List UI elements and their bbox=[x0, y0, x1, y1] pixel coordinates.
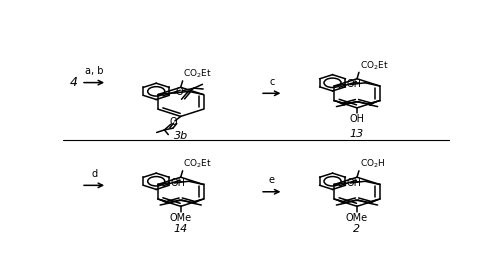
Text: OH: OH bbox=[170, 178, 186, 188]
Text: 2: 2 bbox=[354, 224, 360, 234]
Text: OMe: OMe bbox=[170, 213, 192, 223]
Text: OMe: OMe bbox=[346, 213, 368, 223]
Text: O: O bbox=[169, 117, 177, 127]
Text: OH: OH bbox=[350, 114, 364, 124]
Text: O: O bbox=[176, 87, 183, 97]
Text: CO$_2$H: CO$_2$H bbox=[360, 158, 386, 170]
Text: 4: 4 bbox=[70, 76, 78, 89]
Text: OH: OH bbox=[347, 79, 362, 89]
Text: OH: OH bbox=[347, 178, 362, 188]
Text: CO$_2$Et: CO$_2$Et bbox=[360, 59, 388, 72]
Text: 3b: 3b bbox=[174, 131, 188, 141]
Text: CO$_2$Et: CO$_2$Et bbox=[184, 158, 212, 170]
Text: e: e bbox=[269, 175, 275, 185]
Text: 13: 13 bbox=[350, 129, 364, 139]
Text: d: d bbox=[91, 169, 98, 179]
Text: c: c bbox=[269, 77, 274, 87]
Text: a, b: a, b bbox=[85, 66, 103, 76]
Text: CO$_2$Et: CO$_2$Et bbox=[184, 68, 212, 80]
Text: 14: 14 bbox=[174, 224, 188, 234]
